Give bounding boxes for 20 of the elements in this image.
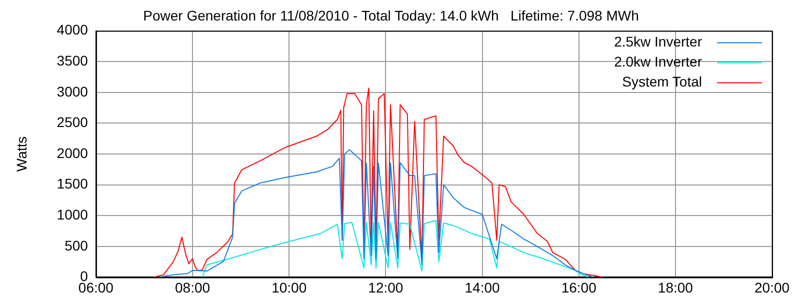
- y-tick-label: 3500: [56, 52, 88, 68]
- y-axis-title: Watts: [13, 136, 30, 172]
- x-tick-label: 16:00: [561, 279, 597, 296]
- y-tick-label: 1500: [56, 176, 88, 192]
- legend-label: 2.0kw Inverter: [614, 54, 702, 70]
- x-tick-label: 18:00: [658, 279, 694, 296]
- y-tick-label: 500: [64, 237, 88, 254]
- y-tick-label: 2500: [56, 114, 88, 130]
- x-tick-label: 10:00: [272, 279, 307, 296]
- y-tick-label: 4000: [56, 22, 88, 38]
- x-tick-label: 14:00: [464, 279, 500, 296]
- y-tick-label: 3000: [56, 83, 88, 100]
- legend-label: 2.5kw Inverter: [614, 34, 702, 50]
- chart-title: Power Generation for 11/08/2010 - Total Today: 14.0 kWh Lifetime: 7.098 MWh: [143, 7, 639, 24]
- x-tick-label: 08:00: [175, 279, 210, 296]
- x-tick-label: 20:00: [754, 279, 790, 296]
- x-tick-label: 12:00: [368, 279, 404, 296]
- y-tick-label: 1000: [56, 206, 88, 222]
- y-tick-label: 2000: [56, 144, 88, 161]
- legend-label: System Total: [622, 74, 702, 90]
